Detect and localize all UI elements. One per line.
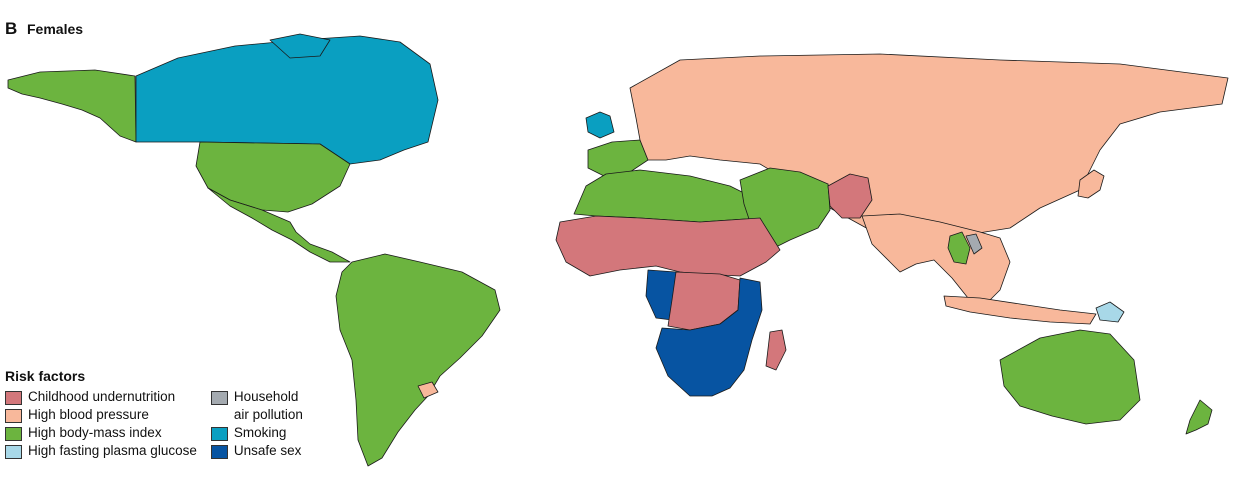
legend-item-childhood-undernutrition: Childhood undernutrition [5, 388, 197, 406]
legend-swatch [5, 409, 22, 423]
legend-swatch [210, 445, 228, 459]
region-uruguay [417, 381, 439, 399]
legend-item-high-body-mass-index: High body-mass index [5, 424, 197, 442]
legend-swatch [210, 391, 228, 405]
legend-label: Unsafe sex [233, 443, 302, 458]
region-iberia-france [587, 139, 649, 177]
region-sahel-central-africa [555, 215, 781, 277]
region-indonesia [943, 295, 1097, 325]
legend-swatch [210, 427, 228, 441]
region-australia [999, 329, 1141, 425]
legend-column-2: Household air pollution Smoking Unsafe s… [210, 388, 303, 460]
legend-label: Household [233, 389, 299, 404]
legend-swatch [5, 445, 22, 459]
legend-item-high-fasting-plasma-glucose: High fasting plasma glucose [5, 442, 197, 460]
legend-label: High fasting plasma glucose [28, 443, 197, 458]
panel-label: B [5, 19, 18, 38]
legend: Risk factors Childhood undernutrition Hi… [5, 368, 303, 460]
region-japan [1077, 169, 1105, 199]
legend-item-unsafe-sex: Unsafe sex [210, 442, 303, 460]
legend-label: Smoking [233, 425, 287, 440]
region-thailand [947, 231, 971, 265]
legend-label-line2: air pollution [233, 407, 303, 422]
region-new-zealand [1185, 399, 1213, 435]
legend-column-1: Childhood undernutrition High blood pres… [5, 388, 197, 460]
region-uk-ireland [585, 111, 615, 139]
region-mexico-central-america [207, 187, 351, 263]
region-alaska [7, 69, 137, 143]
region-east-southern-africa [655, 277, 763, 397]
legend-item-smoking: Smoking [210, 424, 303, 442]
legend-title: Risk factors [5, 368, 86, 384]
legend-label: High body-mass index [28, 425, 162, 440]
legend-swatch [5, 391, 22, 405]
legend-label: High blood pressure [28, 407, 149, 422]
region-usa [195, 141, 351, 213]
region-greenland [269, 33, 331, 59]
region-laos [965, 233, 983, 255]
legend-swatch [5, 427, 22, 441]
region-papua-new-guinea [1095, 301, 1125, 323]
region-pakistan-afghanistan [827, 173, 873, 219]
region-south-america [335, 253, 501, 467]
map-title: Females [27, 21, 84, 37]
region-russia-europe-asia [629, 53, 1229, 241]
region-madagascar [765, 329, 787, 371]
legend-label: Childhood undernutrition [28, 389, 176, 404]
legend-item-household-air-pollution: Household air pollution [210, 388, 303, 424]
region-north-africa [573, 169, 761, 223]
legend-item-high-blood-pressure: High blood pressure [5, 406, 197, 424]
